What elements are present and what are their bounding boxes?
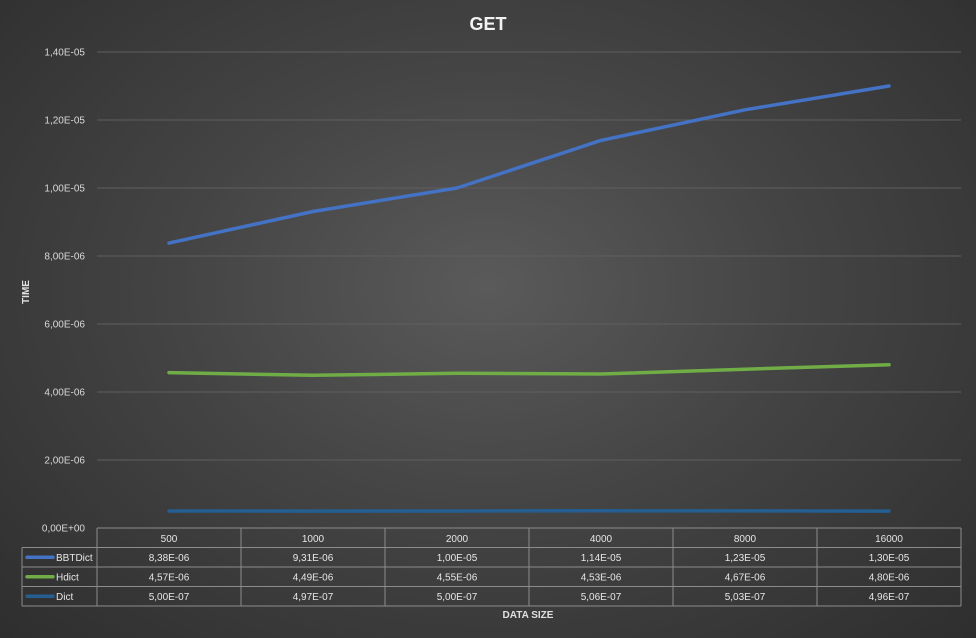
series-line-bbtdict	[167, 84, 891, 245]
data-label: 9,31E-06	[293, 553, 334, 564]
series-lines	[167, 84, 891, 513]
y-tick-label: 8,00E-06	[44, 252, 85, 263]
data-label: 4,97E-07	[293, 592, 334, 603]
gridlines	[97, 51, 961, 461]
x-tick-label: 2000	[446, 534, 469, 545]
y-axis-label: TIME	[21, 280, 32, 304]
y-axis-tick-labels: 0,00E+00 2,00E-06 4,00E-06 6,00E-06 8,00E-06…	[42, 48, 86, 535]
x-tick-label: 4000	[590, 534, 613, 545]
data-label: 1,30E-05	[869, 553, 910, 564]
data-label: 5,03E-07	[725, 592, 766, 603]
data-label: 4,80E-06	[869, 572, 910, 583]
y-tick-label: 0,00E+00	[42, 524, 86, 535]
data-label: 1,14E-05	[581, 553, 622, 564]
legend-label: Dict	[56, 592, 73, 603]
data-label: 4,53E-06	[581, 572, 622, 583]
legend-label: Hdict	[56, 572, 79, 583]
y-tick-label: 1,20E-05	[44, 116, 85, 127]
data-label: 5,00E-07	[149, 592, 190, 603]
data-label: 5,06E-07	[581, 592, 622, 603]
y-tick-label: 4,00E-06	[44, 388, 85, 399]
legend-label: BBTDict	[56, 553, 93, 564]
data-label: 8,38E-06	[149, 553, 190, 564]
data-label: 4,55E-06	[437, 572, 478, 583]
x-tick-label: 1000	[302, 534, 325, 545]
series-line-hdict	[167, 363, 891, 378]
data-label: 4,96E-07	[869, 592, 910, 603]
y-tick-label: 1,40E-05	[44, 48, 85, 59]
x-tick-label: 16000	[875, 534, 903, 545]
data-label: 4,67E-06	[725, 572, 766, 583]
data-label: 4,49E-06	[293, 572, 334, 583]
data-label: 1,23E-05	[725, 553, 766, 564]
y-tick-label: 2,00E-06	[44, 456, 85, 467]
chart-title: GET	[469, 14, 506, 34]
x-tick-label: 8000	[734, 534, 757, 545]
x-axis-label: DATA SIZE	[503, 610, 554, 621]
data-label: 5,00E-07	[437, 592, 478, 603]
y-tick-label: 1,00E-05	[44, 184, 85, 195]
y-tick-label: 6,00E-06	[44, 320, 85, 331]
x-tick-label: 500	[161, 534, 178, 545]
data-label: 1,00E-05	[437, 553, 478, 564]
data-table: 500 1000 2000 4000 8000 16000 BBTDict 8,38E-06 9…	[21, 527, 962, 607]
data-label: 4,57E-06	[149, 572, 190, 583]
